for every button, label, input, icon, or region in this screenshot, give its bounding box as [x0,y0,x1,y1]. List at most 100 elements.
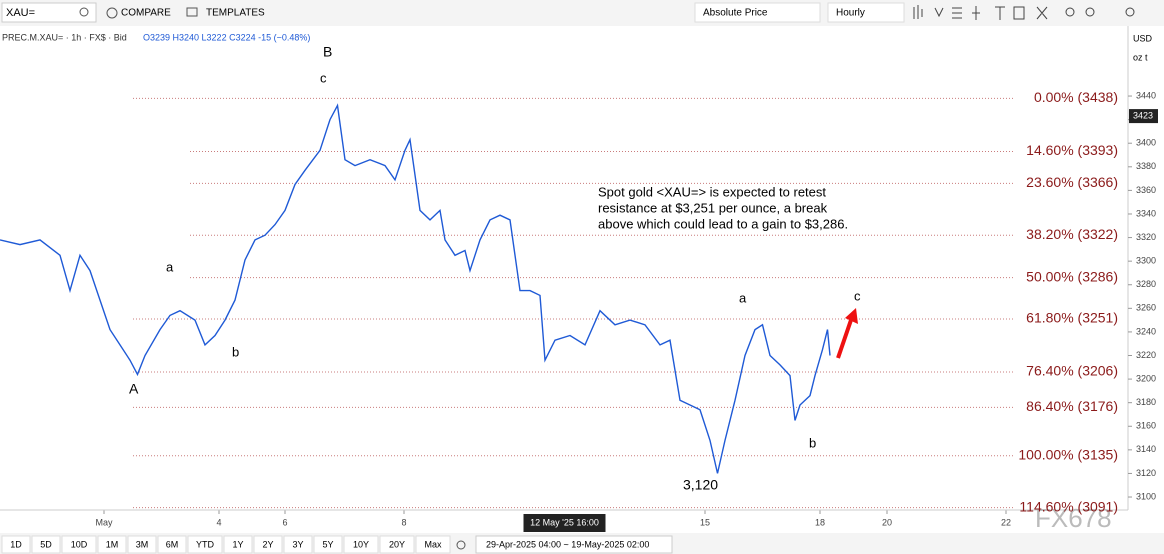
x-tick-label: 8 [401,517,406,527]
wave-label: A [129,381,139,397]
range-button[interactable] [313,535,343,554]
fib-label: 23.60% (3366) [1026,174,1118,190]
templates[interactable]: TEMPLATES [206,8,265,19]
y-tick-label: 3340 [1136,208,1156,218]
symbol: XAU= [6,7,35,19]
x-tick-label: 22 [1001,517,1011,527]
legend-ohlc: O3239 H3240 L3222 C3224 -15 (−0.48%) [143,32,310,42]
price-mode: Absolute Price [703,8,768,19]
range-button-label: 20Y [389,539,405,549]
fib-label: 50.00% (3286) [1026,268,1118,284]
price-mode-box[interactable] [694,2,821,23]
range-button-label: 1Y [232,539,243,549]
y-tick-label: 3120 [1136,468,1156,478]
range-button-label: 2Y [262,539,273,549]
arrow [836,319,853,359]
crosshair-label: 12 May '25 16:00 [530,517,599,527]
watermark: FX678 [1035,503,1112,533]
range-button-label: Max [424,539,442,549]
interval: Hourly [836,8,865,19]
note: Spot gold <XAU=> is expected to retest [598,184,826,199]
range-button[interactable] [31,535,61,554]
range-button[interactable] [223,535,253,554]
y-tick-label: 3140 [1136,444,1156,454]
wave-label: c [854,288,861,303]
settings-icon[interactable] [456,540,466,550]
range-button-label: 10D [71,539,88,549]
y-tick-label: 3200 [1136,373,1156,383]
range-button[interactable] [283,535,313,554]
range-button-label: 5D [40,539,52,549]
y-tick-label: 3360 [1136,185,1156,195]
y-tick-label: 3440 [1136,90,1156,100]
last-price-label: 3423 [1133,110,1153,120]
arrow-head [845,308,858,324]
fib-label: 100.00% (3135) [1018,446,1118,462]
range-button[interactable] [415,535,451,554]
y-tick-label: 3160 [1136,421,1156,431]
range-button[interactable] [1,535,31,554]
range-button[interactable] [157,535,187,554]
x-tick-label: 20 [882,517,892,527]
compare-icon [106,7,118,19]
y-tick-label: 3240 [1136,326,1156,336]
fib-label: 14.60% (3393) [1026,142,1118,158]
range-button-label: 1M [106,539,119,549]
currency[interactable]: USD [1133,33,1153,43]
wave-label: a [739,290,747,305]
tool-icons[interactable] [913,5,1135,20]
fib-label: 86.40% (3176) [1026,398,1118,414]
range-button-label: 6M [166,539,179,549]
x-tick-label: 18 [815,517,825,527]
wave-label: b [809,435,816,450]
wave-label: a [166,259,174,274]
y-tick-label: 3260 [1136,303,1156,313]
templates-icon [186,7,198,17]
interval-box[interactable] [827,2,905,23]
y-tick-label: 3100 [1136,491,1156,501]
y-tick-label: 3320 [1136,232,1156,242]
range-button-label: YTD [196,539,215,549]
range-button-label: 5Y [322,539,333,549]
x-tick-label: 4 [216,517,221,527]
range-button[interactable] [343,535,379,554]
wave-label: c [320,70,327,85]
range-button-label: 1D [10,539,22,549]
range-button[interactable] [61,535,97,554]
x-tick-label: 6 [282,517,287,527]
note: resistance at $3,251 per ounce, a break [598,200,828,215]
wave-label: b [232,344,239,359]
date-range: 29-Apr-2025 04:00 ~ 19-May-2025 02:00 [486,539,649,549]
fib-label: 76.40% (3206) [1026,363,1118,379]
price-line [0,103,831,474]
x-tick-label: May [95,517,113,527]
range-button[interactable] [379,535,415,554]
low-label: 3,120 [683,477,718,493]
range-button[interactable] [187,535,223,554]
y-tick-label: 3300 [1136,256,1156,266]
compare[interactable]: COMPARE [121,8,171,19]
wave-label: B [323,44,332,60]
symbol-box[interactable] [1,2,97,23]
range-button-label: 3M [136,539,149,549]
y-tick-label: 3400 [1136,138,1156,148]
unit[interactable]: oz t [1133,52,1148,62]
toolbar [0,0,1164,26]
y-tick-label: 3180 [1136,397,1156,407]
note: above which could lead to a gain to $3,2… [598,216,848,231]
y-tick-label: 3280 [1136,279,1156,289]
range-button-label: 10Y [353,539,369,549]
y-tick-label: 3380 [1136,161,1156,171]
range-button-label: 3Y [292,539,303,549]
search-icon [79,7,89,17]
range-button[interactable] [253,535,283,554]
last-price-box [1129,109,1158,124]
fib-label: 38.20% (3322) [1026,226,1118,242]
date-range-box[interactable] [475,535,673,554]
range-button[interactable] [97,535,127,554]
legend-title: PREC.M.XAU= · 1h · FX$ · Bid [2,32,127,42]
range-button[interactable] [127,535,157,554]
fib-label: 0.00% (3438) [1034,89,1118,105]
fib-label: 61.80% (3251) [1026,310,1118,326]
